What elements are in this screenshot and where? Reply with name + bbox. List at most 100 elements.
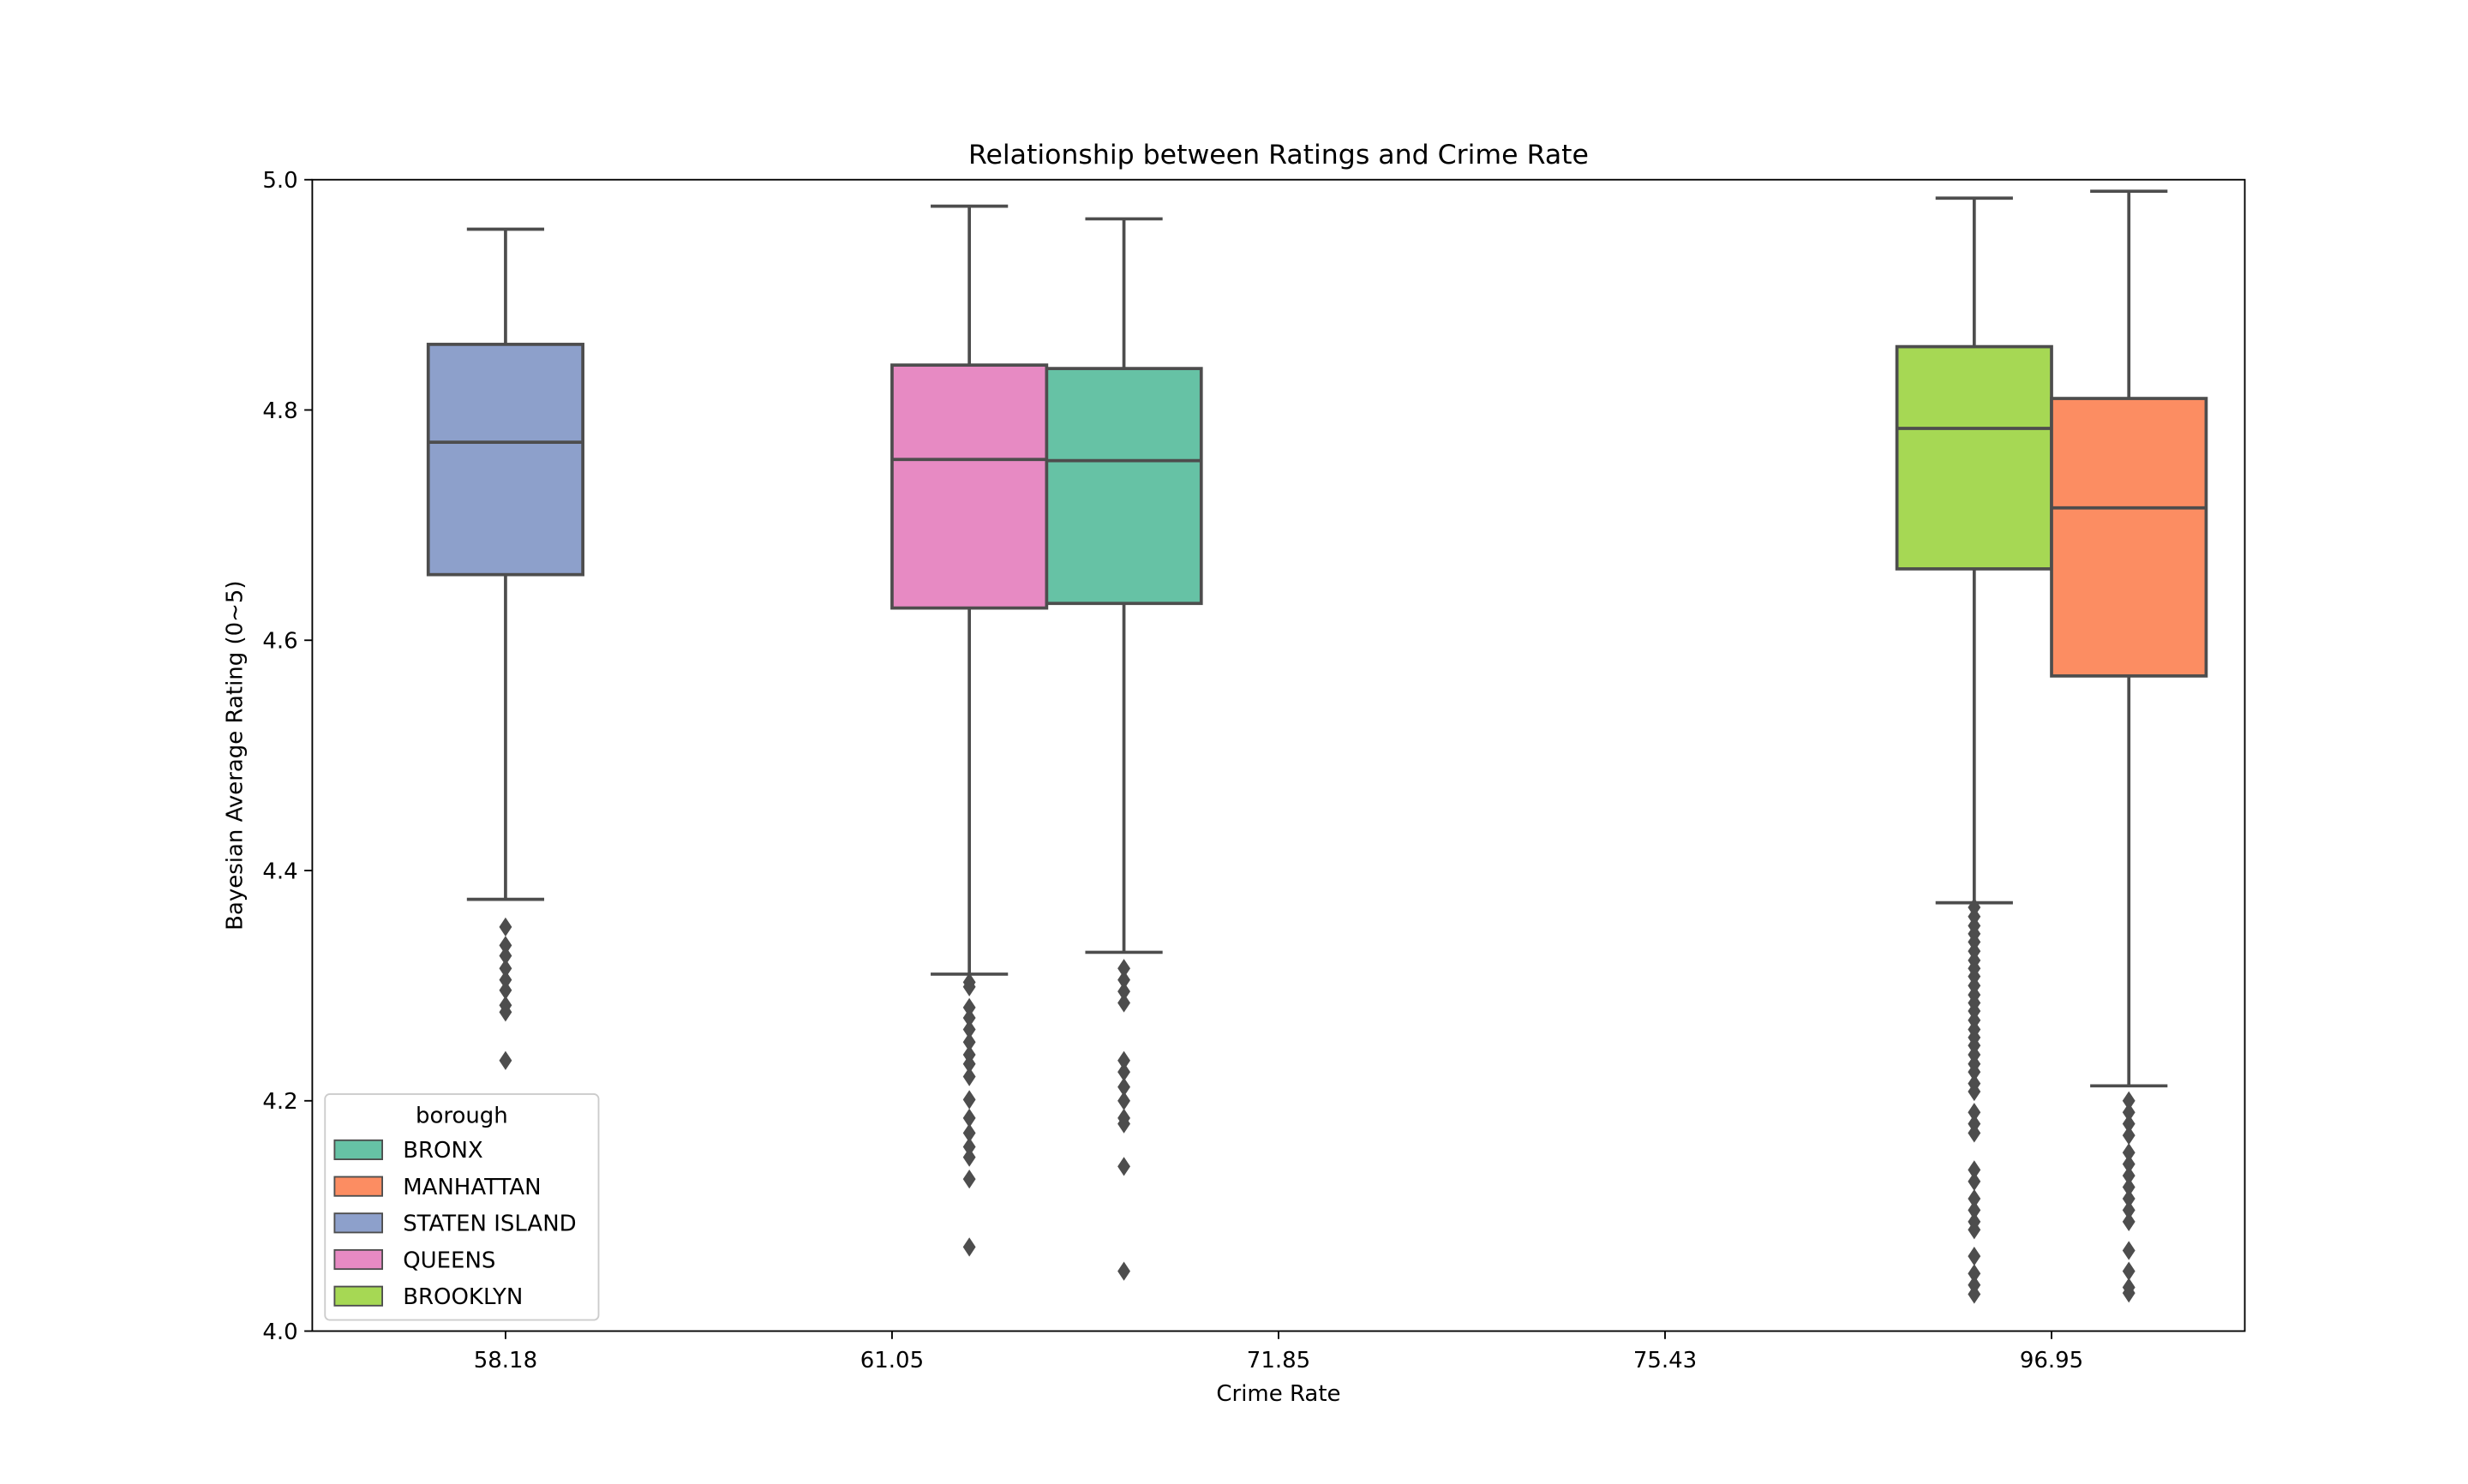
legend-swatch [333, 1248, 384, 1271]
outlier-point [499, 946, 512, 966]
outlier-point [499, 980, 512, 1000]
outlier-point [1968, 1220, 1981, 1240]
outlier-point [2122, 1241, 2136, 1260]
outlier-point [962, 1108, 976, 1128]
outlier-point [962, 1054, 976, 1074]
y-tick-label: 5.0 [262, 168, 297, 194]
legend-swatch [333, 1176, 384, 1197]
box-bronx [1045, 217, 1203, 1281]
outlier-point [962, 1020, 976, 1039]
legend-swatch [333, 1139, 384, 1161]
legend-label: BRONX [403, 1138, 483, 1164]
outlier-point [1117, 1050, 1130, 1070]
outlier-point [962, 977, 976, 996]
outlier-point [962, 1147, 976, 1167]
box-iqr [1895, 344, 2053, 571]
legend-label: QUEENS [403, 1248, 495, 1273]
outlier-point [1117, 993, 1130, 1013]
outlier-point [1117, 1157, 1130, 1176]
x-tick-label: 96.95 [2020, 1348, 2083, 1373]
outlier-point [1117, 1091, 1130, 1110]
legend-label: BROOKLYN [403, 1284, 523, 1310]
outlier-point [1968, 1062, 1981, 1082]
legend-label: STATEN ISLAND [403, 1212, 576, 1237]
axis-layer: 58.18 61.05 71.85 75.43 96.95 4.0 4.2 4.4 4.6 4.8… [262, 168, 2083, 1373]
outlier-point [1117, 1261, 1130, 1281]
outlier-point [2122, 1284, 2136, 1303]
y-axis-label: Bayesian Average Rating (0~5) [223, 580, 249, 930]
outlier-point [2122, 1212, 2136, 1232]
chart-title: Relationship between Ratings and Crime R… [968, 140, 1589, 171]
box-iqr [426, 343, 584, 577]
outlier-point [1968, 1284, 1981, 1304]
outlier-point [1117, 1077, 1130, 1097]
x-axis-label: Crime Rate [1216, 1381, 1340, 1407]
outlier-point [2122, 1177, 2136, 1197]
outlier-point [962, 997, 976, 1018]
y-tick-label: 4.0 [262, 1319, 297, 1345]
box-iqr [2050, 397, 2208, 678]
outlier-point [962, 1123, 976, 1143]
outlier-point [1117, 981, 1130, 1002]
outlier-point [499, 1050, 512, 1070]
outlier-point [1117, 970, 1130, 990]
outlier-point [1968, 1103, 1981, 1122]
outlier-point [1968, 1081, 1981, 1102]
box-iqr [890, 363, 1049, 610]
legend-title: borough [416, 1103, 508, 1128]
outlier-point [1968, 1160, 1981, 1180]
y-tick-label: 4.2 [262, 1089, 297, 1115]
outlier-point [499, 917, 512, 936]
outlier-point [2122, 1165, 2136, 1186]
outlier-point [1968, 1264, 1981, 1284]
outlier-point [2122, 1200, 2136, 1220]
box-staten-island [426, 227, 584, 1070]
outlier-point [499, 959, 512, 978]
outlier-point [2122, 1114, 2136, 1134]
outlier-point [2122, 1103, 2136, 1122]
box-queens [890, 204, 1049, 1257]
outlier-point [962, 1090, 976, 1110]
outlier-point [1968, 1247, 1981, 1266]
x-tick-label: 58.18 [474, 1348, 537, 1373]
outlier-point [962, 1237, 976, 1257]
outlier-point [499, 936, 512, 955]
outlier-point [2122, 1125, 2136, 1146]
plot-layer [426, 189, 2208, 1304]
y-tick-label: 4.6 [262, 629, 297, 655]
outlier-point [2122, 1143, 2136, 1163]
outlier-point [1968, 1188, 1981, 1209]
outlier-point [1117, 1062, 1130, 1082]
outlier-point [1968, 1171, 1981, 1191]
outlier-point [1117, 959, 1130, 978]
legend: borough BRONX MANHATTAN STATEN ISLAND QUEENS… [324, 1093, 600, 1321]
x-tick-label: 61.05 [860, 1348, 924, 1373]
legend-swatch [333, 1285, 384, 1307]
outlier-point [1117, 1114, 1130, 1134]
legend-swatch [333, 1212, 384, 1234]
y-tick-label: 4.8 [262, 398, 297, 424]
box-iqr [1045, 367, 1203, 606]
outlier-point [962, 1170, 976, 1189]
legend-label: MANHATTAN [403, 1175, 541, 1200]
outlier-point [499, 970, 512, 990]
legend-frame [324, 1093, 600, 1321]
outlier-point [962, 1137, 976, 1157]
outlier-point [2122, 1188, 2136, 1209]
outlier-point [962, 1067, 976, 1086]
outlier-point [499, 1002, 512, 1022]
outlier-point [1968, 1200, 1981, 1220]
x-tick-label: 71.85 [1247, 1348, 1310, 1373]
y-tick-label: 4.4 [262, 859, 297, 884]
outlier-point [962, 1008, 976, 1028]
outlier-point [1968, 1123, 1981, 1143]
outlier-point [2122, 1154, 2136, 1174]
x-tick-label: 75.43 [1633, 1348, 1697, 1373]
box-brooklyn [1895, 196, 2053, 1304]
outlier-point [962, 1032, 976, 1052]
box-manhattan [2050, 189, 2208, 1303]
outlier-point [2122, 1091, 2136, 1110]
outlier-point [2122, 1261, 2136, 1281]
